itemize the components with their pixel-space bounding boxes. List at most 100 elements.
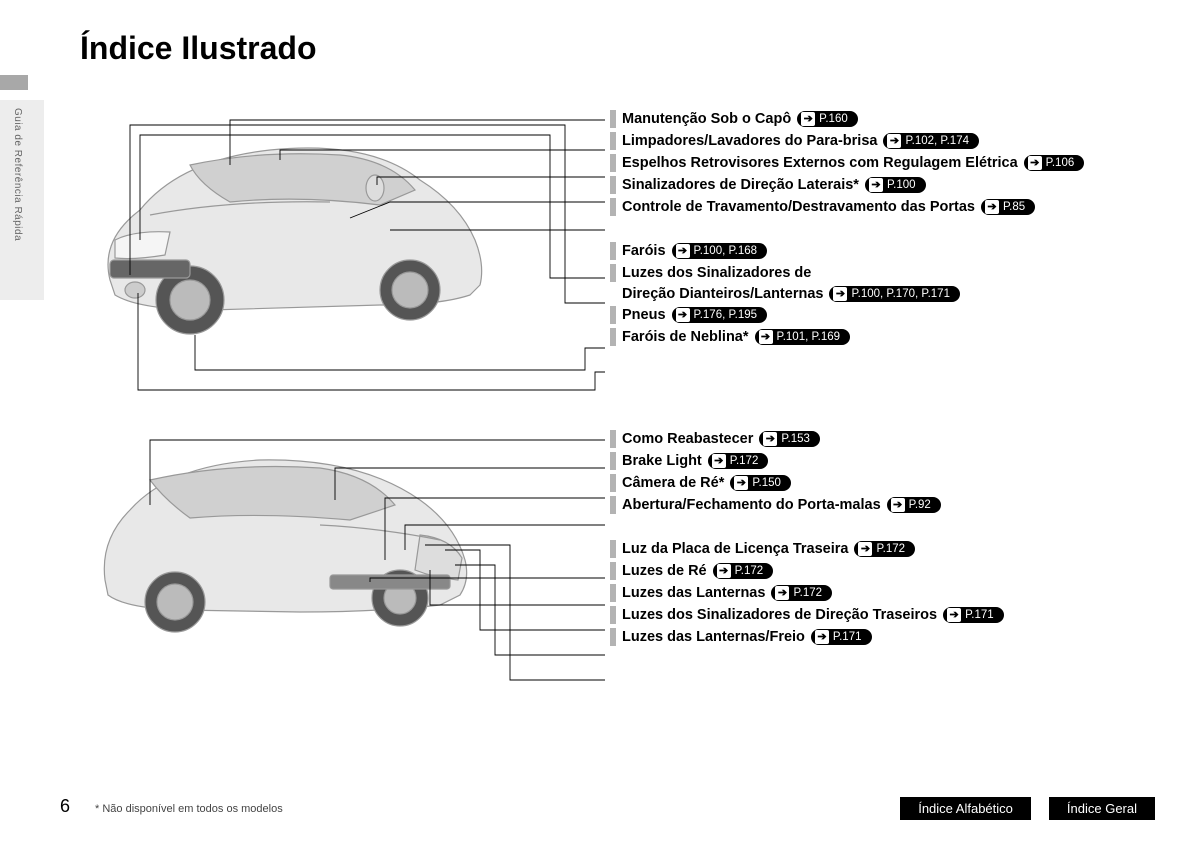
- page-ref-text: P.150: [752, 477, 781, 489]
- page-ref-text: P.172: [730, 455, 759, 467]
- callout-row: Abertura/Fechamento do Porta-malas ➔ P.92: [610, 496, 1004, 514]
- arrow-icon: ➔: [1028, 156, 1042, 170]
- callout-label: Abertura/Fechamento do Porta-malas: [622, 497, 881, 513]
- callout-marker: [610, 328, 616, 346]
- callout-row: Faróis➔P.100, P.168: [610, 242, 1084, 260]
- page-ref-link[interactable]: ➔ P.101, P.169: [755, 329, 851, 345]
- car-rear-illustration: [80, 430, 500, 650]
- callout-marker: [610, 306, 616, 324]
- callout-row: Como Reabastecer ➔ P.153: [610, 430, 1004, 448]
- callout-marker: [610, 430, 616, 448]
- callout-marker: [610, 154, 616, 172]
- arrow-icon: ➔: [833, 287, 847, 301]
- arrow-icon: ➔: [891, 498, 905, 512]
- page-ref-link[interactable]: ➔P.100: [865, 177, 926, 193]
- page-ref-link[interactable]: ➔ P.85: [981, 199, 1035, 215]
- page-ref-link[interactable]: ➔P.172: [854, 541, 915, 557]
- side-tab: [0, 75, 28, 90]
- callout-label: Controle de Travamento/Destravamento das…: [622, 199, 975, 215]
- car-front-illustration: [80, 110, 500, 350]
- page-ref-link[interactable]: ➔P.100, P.170, P.171: [829, 286, 960, 302]
- page-ref-link[interactable]: ➔ P.171: [943, 607, 1004, 623]
- callout-row: Luzes dos Sinalizadores de: [610, 264, 1084, 282]
- callout-row: Espelhos Retrovisores Externos com Regul…: [610, 154, 1084, 172]
- general-index-button[interactable]: Índice Geral: [1049, 797, 1155, 820]
- page-ref-text: P.100, P.168: [694, 245, 758, 257]
- callout-label: Direção Dianteiros/Lanternas: [622, 286, 823, 302]
- page-ref-text: P.171: [833, 631, 862, 643]
- page-ref-link[interactable]: ➔P.172: [771, 585, 832, 601]
- callout-label: Como Reabastecer: [622, 431, 753, 447]
- page-ref-text: P.101, P.169: [777, 331, 841, 343]
- page-ref-link[interactable]: ➔ P.92: [887, 497, 941, 513]
- callout-label: Faróis de Neblina*: [622, 329, 749, 345]
- callout-label: Manutenção Sob o Capô: [622, 111, 791, 127]
- callout-row: Pneus ➔ P.176, P.195: [610, 306, 1084, 324]
- page-ref-link[interactable]: ➔ P.176, P.195: [672, 307, 768, 323]
- callout-marker: [610, 540, 616, 558]
- page-number: 6: [60, 796, 70, 817]
- page-ref-link[interactable]: ➔ P.150: [730, 475, 791, 491]
- callout-marker: [610, 628, 616, 646]
- arrow-icon: ➔: [947, 608, 961, 622]
- page-ref-link[interactable]: ➔P.172: [713, 563, 774, 579]
- arrow-icon: ➔: [801, 112, 815, 126]
- page-ref-link[interactable]: ➔ P.106: [1024, 155, 1085, 171]
- page-ref-link[interactable]: ➔ P.153: [759, 431, 820, 447]
- callout-row-continuation: Direção Dianteiros/Lanternas ➔P.100, P.17…: [610, 286, 1084, 302]
- page-ref-text: P.160: [819, 113, 848, 125]
- callout-row: Câmera de Ré* ➔ P.150: [610, 474, 1004, 492]
- page-ref-text: P.100: [887, 179, 916, 191]
- page-ref-text: P.106: [1046, 157, 1075, 169]
- callout-label: Sinalizadores de Direção Laterais*: [622, 177, 859, 193]
- callout-row: Brake Light ➔ P.172: [610, 452, 1004, 470]
- manual-page: Guia de Referência Rápida Índice Ilustra…: [0, 0, 1200, 845]
- page-ref-text: P.85: [1003, 201, 1025, 213]
- callout-marker: [610, 606, 616, 624]
- page-ref-text: P.176, P.195: [694, 309, 758, 321]
- callout-marker: [610, 496, 616, 514]
- callout-label: Espelhos Retrovisores Externos com Regul…: [622, 155, 1018, 171]
- arrow-icon: ➔: [815, 630, 829, 644]
- page-ref-link[interactable]: ➔ P.102, P.174: [883, 133, 979, 149]
- page-ref-text: P.92: [909, 499, 931, 511]
- page-ref-link[interactable]: ➔ P.172: [708, 453, 769, 469]
- callout-marker: [610, 176, 616, 194]
- spacer: [610, 220, 1084, 242]
- page-ref-text: P.153: [781, 433, 810, 445]
- callout-row: Faróis de Neblina* ➔ P.101, P.169: [610, 328, 1084, 346]
- page-ref-text: P.171: [965, 609, 994, 621]
- callout-label: Luzes das Lanternas/Freio: [622, 629, 805, 645]
- callout-marker: [610, 132, 616, 150]
- page-ref-link[interactable]: ➔ P.160: [797, 111, 858, 127]
- callout-label: Brake Light: [622, 453, 702, 469]
- arrow-icon: ➔: [759, 330, 773, 344]
- callout-label: Câmera de Ré*: [622, 475, 724, 491]
- arrow-icon: ➔: [734, 476, 748, 490]
- arrow-icon: ➔: [763, 432, 777, 446]
- arrow-icon: ➔: [985, 200, 999, 214]
- callout-label: Luzes dos Sinalizadores de: [622, 265, 811, 281]
- callout-row: Luz da Placa de Licença Traseira➔P.172: [610, 540, 1004, 558]
- page-ref-link[interactable]: ➔ P.171: [811, 629, 872, 645]
- callout-row: Controle de Travamento/Destravamento das…: [610, 198, 1084, 216]
- page-ref-text: P.102, P.174: [905, 135, 969, 147]
- callout-marker: [610, 242, 616, 260]
- callout-row: Luzes de Ré➔P.172: [610, 562, 1004, 580]
- arrow-icon: ➔: [717, 564, 731, 578]
- callout-label: Pneus: [622, 307, 666, 323]
- callout-row: Luzes das Lanternas➔P.172: [610, 584, 1004, 602]
- footnote: * Não disponível em todos os modelos: [95, 803, 283, 815]
- arrow-icon: ➔: [712, 454, 726, 468]
- arrow-icon: ➔: [775, 586, 789, 600]
- sidebar-section-label: Guia de Referência Rápida: [12, 108, 23, 241]
- content-area: Manutenção Sob o Capô➔P.160Limpadores/La…: [80, 110, 1160, 770]
- callout-row: Luzes das Lanternas/Freio ➔ P.171: [610, 628, 1004, 646]
- arrow-icon: ➔: [676, 244, 690, 258]
- callout-marker: [610, 584, 616, 602]
- callout-marker: [610, 198, 616, 216]
- arrow-icon: ➔: [676, 308, 690, 322]
- page-ref-link[interactable]: ➔ P.100, P.168: [672, 243, 768, 259]
- alpha-index-button[interactable]: Índice Alfabético: [900, 797, 1031, 820]
- arrow-icon: ➔: [887, 134, 901, 148]
